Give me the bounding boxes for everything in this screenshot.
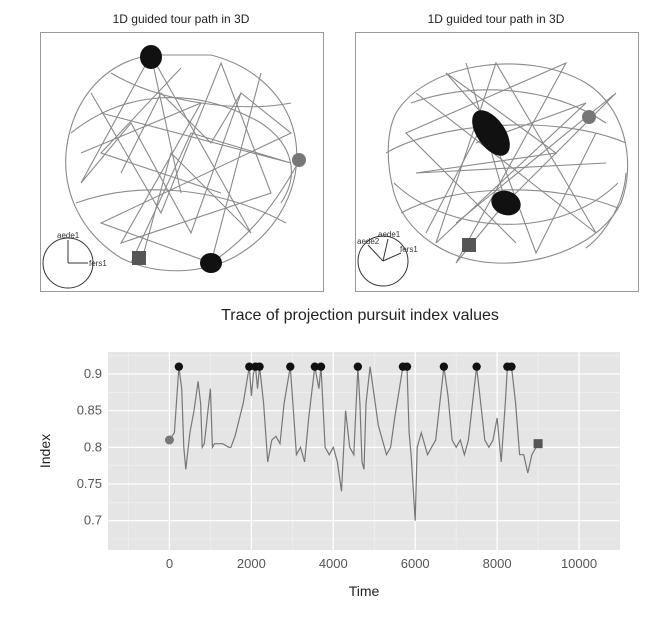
peak-point xyxy=(310,362,320,371)
tour-path-1-svg: aede1 fers1 xyxy=(42,45,306,289)
peak-point xyxy=(316,362,326,371)
x-tick-label: 8000 xyxy=(483,556,512,571)
tour-path-2-lines xyxy=(385,61,629,264)
trace-line xyxy=(168,366,539,521)
peak-marker xyxy=(491,190,521,216)
panel-2-title: 1D guided tour path in 3D xyxy=(427,12,565,26)
x-tick-label: 6000 xyxy=(401,556,430,571)
x-axis-label: Time xyxy=(349,583,380,599)
y-tick-label: 0.8 xyxy=(84,439,102,454)
peak-point xyxy=(255,362,264,371)
grid-major xyxy=(108,352,620,550)
axis-label-1: aede1 xyxy=(57,231,80,240)
y-axis-ticks: 0.7 0.75 0.8 0.85 0.9 xyxy=(77,366,102,528)
end-marker xyxy=(462,238,476,252)
peak-point xyxy=(286,362,295,371)
tour-path-2-svg: aede2 aede1 fers1 xyxy=(357,61,629,287)
peak-point xyxy=(472,362,481,371)
y-tick-label: 0.7 xyxy=(84,513,102,528)
axis-line xyxy=(382,238,389,262)
axis-label-1: aede2 xyxy=(357,237,380,246)
axis-line xyxy=(382,252,402,262)
tour-path-panel-1: aede1 fers1 xyxy=(40,32,324,292)
y-axis-label: Index xyxy=(37,434,53,468)
start-point xyxy=(164,435,174,445)
axis-label-2: aede1 xyxy=(378,230,401,239)
peak-marker xyxy=(472,110,510,156)
x-tick-label: 10000 xyxy=(561,556,597,571)
grid-minor xyxy=(108,352,620,550)
y-tick-label: 0.75 xyxy=(77,476,102,491)
peak-point xyxy=(439,362,449,371)
peak-point xyxy=(507,362,516,371)
x-tick-label: 4000 xyxy=(319,556,348,571)
tour-path-1-lines xyxy=(65,54,300,272)
trace-series xyxy=(168,366,539,521)
peak-point xyxy=(353,362,363,371)
peak-marker xyxy=(140,45,162,69)
chart-title: Trace of projection pursuit index values xyxy=(221,307,499,324)
end-marker xyxy=(132,251,146,265)
trace-chart: 0 2000 4000 6000 8000 10000 0.7 0.75 0.8 0.85 0.9… xyxy=(37,352,620,599)
tour-path-panel-2: aede2 aede1 fers1 xyxy=(355,32,639,292)
trace-markers xyxy=(164,362,543,449)
panel-1-title: 1D guided tour path in 3D xyxy=(112,12,250,26)
x-tick-label: 0 xyxy=(166,556,173,571)
end-point xyxy=(533,439,543,449)
x-axis-ticks: 0 2000 4000 6000 8000 10000 xyxy=(166,556,597,571)
peak-marker xyxy=(200,253,222,273)
peak-point xyxy=(174,362,184,371)
start-marker xyxy=(292,153,306,167)
x-tick-label: 2000 xyxy=(237,556,266,571)
axis-line xyxy=(367,244,384,262)
y-tick-label: 0.85 xyxy=(77,403,102,418)
peak-point xyxy=(402,362,412,371)
peak-point xyxy=(245,362,254,371)
start-marker xyxy=(582,110,596,124)
axis-label-2: fers1 xyxy=(89,259,107,268)
axis-label-3: fers1 xyxy=(400,245,418,254)
y-tick-label: 0.9 xyxy=(84,366,102,381)
